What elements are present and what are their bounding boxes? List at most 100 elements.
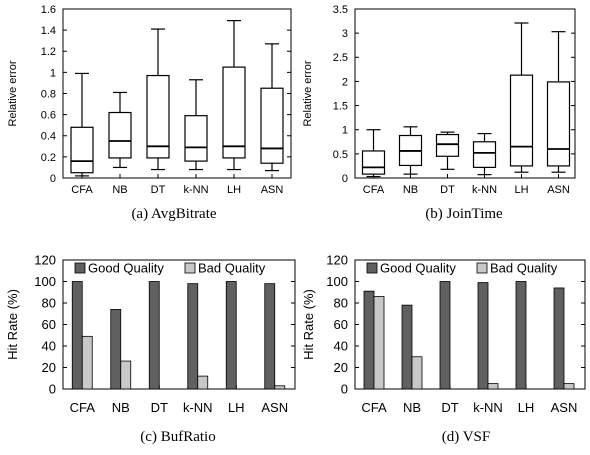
y-tick-label: 1 bbox=[342, 125, 348, 137]
y-tick-label: 0 bbox=[49, 382, 56, 397]
y-tick-label: 0.5 bbox=[333, 149, 348, 161]
panel-avgbitrate: 0 0.2 0.4 0.6 0.8 1 1.2 1.4 1.6 Relative error CFA… bbox=[7, 4, 292, 222]
panel-jointime: 0 0.5 1 1.5 2 2.5 3 3.5 Relative error CFA NB DT k-N… bbox=[302, 4, 576, 222]
bar-bad-quality bbox=[373, 296, 385, 390]
legend-label: Good Quality bbox=[380, 261, 456, 276]
y-axis-label: Hit Rate (%) bbox=[5, 289, 20, 360]
legend-swatch bbox=[184, 262, 196, 274]
x-tick-label: LH bbox=[514, 184, 528, 196]
plot-frame bbox=[62, 259, 296, 390]
y-tick-label: 120 bbox=[34, 253, 56, 268]
y-tick-label: 0.8 bbox=[41, 88, 56, 100]
x-tick-label: ASN bbox=[261, 184, 284, 196]
y-tick-label: 20 bbox=[334, 360, 348, 375]
y-tick-label: 0 bbox=[50, 173, 56, 185]
box-iqr bbox=[70, 126, 94, 174]
panel-vsf: 0 20 40 60 80 100 120 Hit Rate (%) CFA NB DT k-NN LH… bbox=[301, 253, 586, 445]
x-tick-label: ASN bbox=[261, 400, 288, 415]
panel-caption: (c) BufRatio bbox=[140, 429, 215, 445]
y-tick-label: 0.2 bbox=[41, 152, 56, 164]
panel-caption: (b) JoinTime bbox=[425, 206, 503, 222]
bar-good-quality bbox=[401, 304, 413, 390]
legend-label: Bad Quality bbox=[198, 261, 266, 276]
x-tick-label: NB bbox=[403, 400, 421, 415]
panel-caption: (d) VSF bbox=[442, 429, 491, 445]
box-iqr bbox=[361, 150, 386, 175]
bar-good-quality bbox=[148, 281, 160, 390]
bar-good-quality bbox=[225, 281, 237, 390]
y-tick-label: 3.5 bbox=[333, 4, 348, 16]
y-axis-label: Hit Rate (%) bbox=[301, 289, 316, 360]
y-tick-label: 80 bbox=[334, 296, 348, 311]
x-tick-label: LH bbox=[227, 184, 241, 196]
y-tick-label: 1.5 bbox=[333, 101, 348, 113]
y-tick-label: 0 bbox=[342, 173, 348, 185]
y-tick-label: 40 bbox=[42, 339, 56, 354]
legend-swatch bbox=[74, 262, 86, 274]
x-tick-label: CFA bbox=[363, 184, 385, 196]
bar-good-quality bbox=[264, 283, 276, 390]
x-tick-label: NB bbox=[112, 184, 127, 196]
y-tick-label: 1.2 bbox=[41, 46, 56, 58]
box-iqr bbox=[260, 87, 284, 164]
x-tick-label: k-NN bbox=[183, 400, 213, 415]
y-tick-label: 0.4 bbox=[41, 131, 56, 143]
panel-caption: (a) AvgBitrate bbox=[131, 206, 216, 222]
legend-label: Good Quality bbox=[88, 261, 164, 276]
y-tick-label: 40 bbox=[334, 339, 348, 354]
x-tick-label: ASN bbox=[547, 184, 570, 196]
bar-good-quality bbox=[553, 287, 565, 390]
box-iqr bbox=[546, 81, 571, 167]
y-tick-label: 1.4 bbox=[41, 25, 56, 37]
y-tick-label: 100 bbox=[326, 274, 348, 289]
x-tick-label: DT bbox=[151, 400, 168, 415]
plot-frame bbox=[62, 8, 292, 179]
x-tick-label: NB bbox=[112, 400, 130, 415]
bar-good-quality bbox=[363, 290, 375, 390]
bar-bad-quality bbox=[411, 356, 423, 390]
y-tick-label: 60 bbox=[334, 317, 348, 332]
box-iqr bbox=[222, 66, 246, 159]
legend-swatch bbox=[366, 262, 378, 274]
y-tick-label: 120 bbox=[326, 253, 348, 268]
x-tick-label: LH bbox=[518, 400, 535, 415]
y-tick-label: 100 bbox=[34, 274, 56, 289]
bar-good-quality bbox=[477, 282, 489, 390]
bar-good-quality bbox=[515, 281, 527, 390]
legend-label: Bad Quality bbox=[490, 261, 558, 276]
x-tick-label: CFA bbox=[361, 400, 387, 415]
bar-bad-quality bbox=[81, 335, 93, 390]
legend-swatch bbox=[476, 262, 488, 274]
plot-frame bbox=[354, 259, 586, 390]
x-tick-label: CFA bbox=[71, 184, 93, 196]
bar-good-quality bbox=[110, 309, 122, 390]
x-tick-label: LH bbox=[228, 400, 245, 415]
y-tick-label: 0 bbox=[341, 382, 348, 397]
bar-bad-quality bbox=[487, 383, 499, 390]
y-tick-label: 60 bbox=[42, 317, 56, 332]
y-tick-label: 0.6 bbox=[41, 110, 56, 122]
box-iqr bbox=[184, 115, 208, 162]
bar-good-quality bbox=[439, 281, 451, 390]
x-tick-label: CFA bbox=[70, 400, 96, 415]
bar-bad-quality bbox=[120, 360, 132, 390]
y-tick-label: 3 bbox=[342, 28, 348, 40]
box-iqr bbox=[435, 133, 460, 157]
y-axis-label: Relative error bbox=[7, 60, 19, 126]
x-tick-label: DT bbox=[441, 400, 458, 415]
bar-bad-quality bbox=[563, 383, 575, 390]
x-tick-label: DT bbox=[440, 184, 455, 196]
bar-bad-quality bbox=[197, 375, 209, 390]
box-iqr bbox=[146, 74, 170, 159]
bar-bad-quality bbox=[274, 385, 286, 390]
plot-frame bbox=[354, 8, 576, 179]
bar-good-quality bbox=[187, 283, 199, 390]
x-tick-label: k-NN bbox=[183, 184, 208, 196]
y-tick-label: 1.6 bbox=[41, 4, 56, 16]
y-axis-label: Relative error bbox=[302, 60, 314, 126]
y-tick-label: 20 bbox=[42, 360, 56, 375]
x-tick-label: ASN bbox=[551, 400, 578, 415]
x-tick-label: k-NN bbox=[473, 400, 503, 415]
box-iqr bbox=[509, 74, 534, 167]
